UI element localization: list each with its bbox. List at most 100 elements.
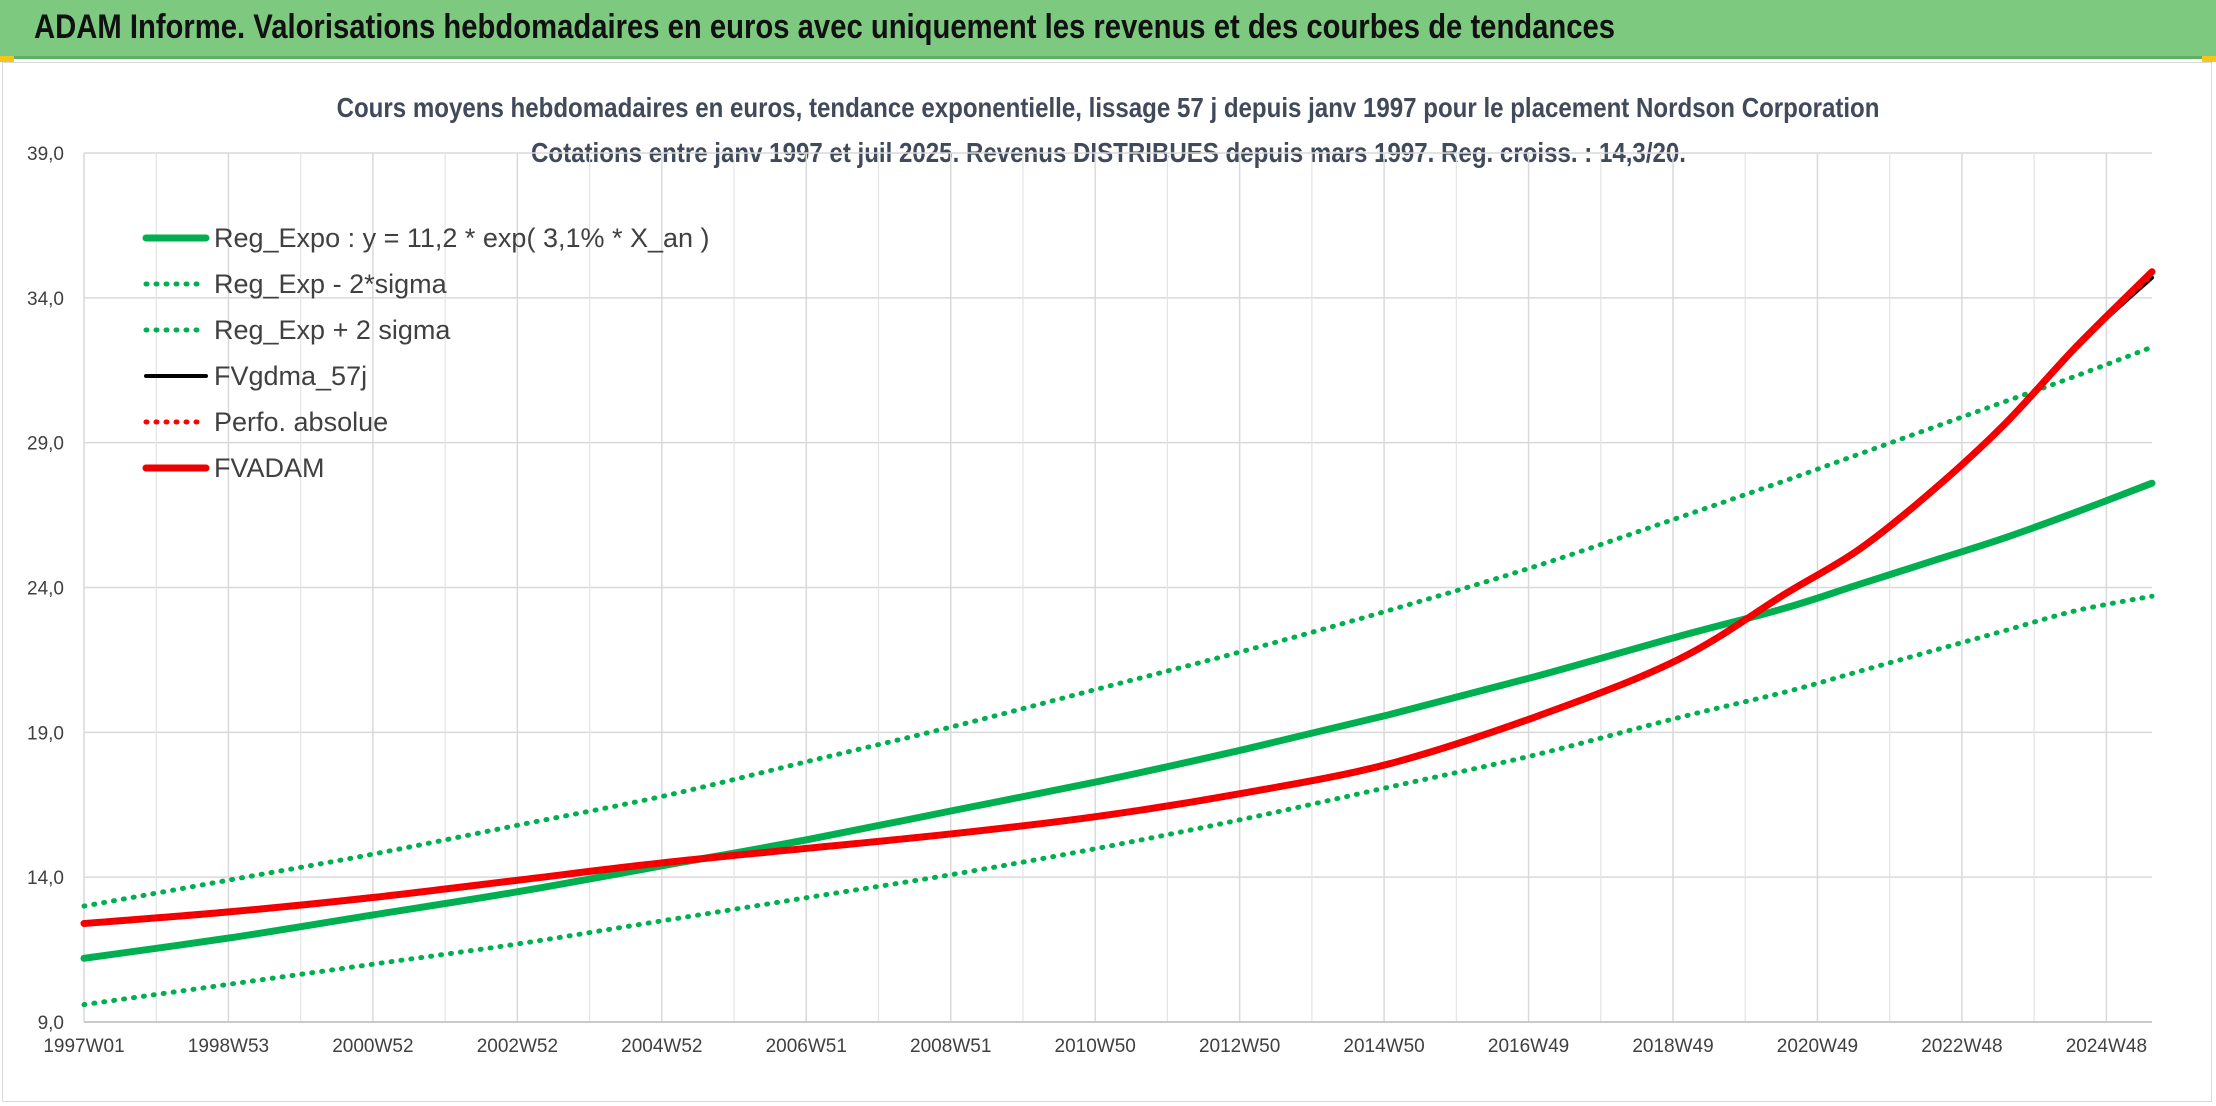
series-point [518, 891, 519, 892]
series-point [1677, 636, 1678, 637]
series-point [808, 839, 809, 840]
series-point [2075, 376, 2076, 377]
x-tick-label: 2002W52 [477, 1036, 558, 1057]
y-tick-label: 19,0 [27, 723, 64, 744]
series-point [2003, 630, 2004, 631]
legend-label: Reg_Exp + 2 sigma [214, 315, 451, 345]
x-tick-label: 2018W49 [1632, 1036, 1713, 1057]
series-point [663, 862, 664, 863]
series-point [953, 833, 954, 834]
x-tick-label: 2000W52 [332, 1036, 413, 1057]
series-point [2003, 425, 2004, 426]
series-point [953, 810, 954, 811]
series-point [1098, 781, 1099, 782]
chart-legend: Reg_Expo : y = 11,2 * exp( 3,1% * X_an )… [142, 223, 710, 483]
series-point [1532, 677, 1533, 678]
series-point [1677, 659, 1678, 660]
x-tick-label: 2004W52 [621, 1036, 702, 1057]
series-point [1387, 714, 1388, 715]
series-point [228, 984, 229, 985]
legend-label: FVADAM [214, 453, 325, 483]
x-tick-label: 2010W50 [1055, 1036, 1136, 1057]
series-point [2152, 347, 2153, 348]
series-point [1931, 561, 1932, 562]
series-point [2152, 277, 2153, 278]
series-point [1532, 717, 1533, 718]
series-point [1242, 793, 1243, 794]
series-point [84, 958, 85, 959]
series-point [2003, 402, 2004, 403]
x-tick-label: 2022W48 [1921, 1036, 2002, 1057]
series-line-0 [80, 479, 2156, 962]
series-point [1858, 549, 1859, 550]
series-layer [80, 268, 2156, 1008]
series-point [1931, 491, 1932, 492]
series-point [808, 761, 809, 762]
series-point [1098, 688, 1099, 689]
series-point [1786, 607, 1787, 608]
y-tick-label: 29,0 [27, 434, 64, 455]
x-tick-label: 2016W49 [1488, 1036, 1569, 1057]
x-tick-label: 2008W51 [910, 1036, 991, 1057]
series-line-5 [80, 268, 2156, 927]
series-point [1098, 816, 1099, 817]
y-tick-label: 39,0 [27, 144, 64, 165]
series-point [373, 914, 374, 915]
y-tick-label: 34,0 [27, 289, 64, 310]
grid-layer [83, 152, 2152, 1023]
series-point [84, 1004, 85, 1005]
series-point [808, 897, 809, 898]
series-point [1242, 749, 1243, 750]
y-tick-label: 24,0 [27, 579, 64, 600]
corner-marker-right [2202, 56, 2216, 62]
series-point [953, 726, 954, 727]
legend-label: Reg_Expo : y = 11,2 * exp( 3,1% * X_an ) [214, 223, 710, 253]
series-point [2003, 538, 2004, 539]
series-point [2152, 274, 2153, 275]
series-point [1677, 517, 1678, 518]
series-point [2152, 483, 2153, 484]
legend-label: Reg_Exp - 2*sigma [214, 269, 448, 299]
series-point [373, 964, 374, 965]
series-point [2075, 610, 2076, 611]
series-point [2075, 512, 2076, 513]
chart-title: Cours moyens hebdomadaires en euros, ten… [336, 92, 1880, 123]
series-point [518, 943, 519, 944]
series-point [228, 911, 229, 912]
series-point [663, 796, 664, 797]
x-tick-label: 2014W50 [1343, 1036, 1424, 1057]
series-point [1098, 848, 1099, 849]
series-point [1786, 593, 1787, 594]
series-point [1931, 428, 1932, 429]
series-line-3 [82, 275, 2154, 926]
report-title: ADAM Informe. Valorisations hebdomadaire… [34, 8, 1616, 46]
series-point [953, 874, 954, 875]
series-line-1 [81, 593, 2155, 1008]
x-tick-label: 1997W01 [43, 1036, 124, 1057]
x-tick-label: 2012W50 [1199, 1036, 1280, 1057]
legend-label: FVgdma_57j [214, 361, 367, 391]
series-point [84, 906, 85, 907]
series-point [373, 853, 374, 854]
series-point [1677, 717, 1678, 718]
series-point [1242, 819, 1243, 820]
series-point [518, 880, 519, 881]
series-point [1786, 480, 1787, 481]
series-point [2075, 347, 2076, 348]
chart-frame [2, 62, 2212, 1102]
x-tick-label: 1998W53 [188, 1036, 269, 1057]
series-point [228, 937, 229, 938]
legend-label: Perfo. absolue [214, 407, 388, 437]
x-tick-label: 2006W51 [766, 1036, 847, 1057]
series-point [808, 848, 809, 849]
series-line-2 [81, 344, 2155, 909]
series-point [1532, 755, 1533, 756]
axis-layer: 9,0 14,0 19,0 24,0 29,0 34,0 39,0 1997W01 1998W5… [27, 144, 2152, 1057]
corner-marker-left [0, 56, 14, 62]
series-point [373, 897, 374, 898]
series-point [1387, 764, 1388, 765]
series-point [228, 880, 229, 881]
series-point [518, 825, 519, 826]
series-point [663, 920, 664, 921]
